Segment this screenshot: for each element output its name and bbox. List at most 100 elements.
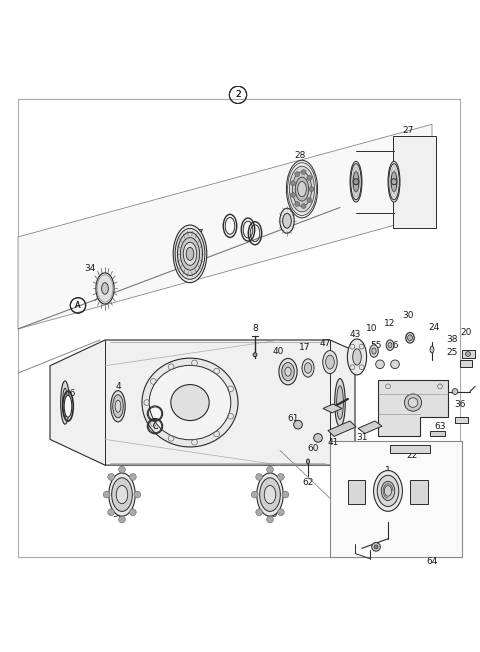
- Ellipse shape: [381, 481, 395, 501]
- Text: 5: 5: [333, 398, 339, 407]
- Ellipse shape: [142, 358, 238, 447]
- Text: A: A: [75, 301, 81, 310]
- Ellipse shape: [370, 345, 378, 357]
- Ellipse shape: [264, 486, 276, 504]
- Ellipse shape: [307, 459, 310, 464]
- Circle shape: [307, 198, 312, 203]
- Ellipse shape: [287, 160, 318, 218]
- Polygon shape: [18, 125, 432, 329]
- Text: 2: 2: [235, 91, 241, 99]
- Text: 2: 2: [235, 91, 241, 99]
- Ellipse shape: [64, 395, 72, 417]
- Ellipse shape: [391, 171, 397, 192]
- Text: B: B: [153, 409, 157, 418]
- Circle shape: [256, 473, 263, 481]
- Text: 10: 10: [366, 325, 378, 333]
- Text: C: C: [152, 422, 157, 430]
- Text: 26: 26: [64, 389, 76, 398]
- Ellipse shape: [373, 471, 402, 511]
- Ellipse shape: [186, 247, 194, 260]
- Ellipse shape: [283, 213, 291, 228]
- Polygon shape: [50, 340, 355, 465]
- Ellipse shape: [111, 391, 125, 422]
- Ellipse shape: [384, 486, 392, 496]
- Circle shape: [253, 353, 257, 357]
- Circle shape: [267, 466, 274, 473]
- Text: 28: 28: [294, 151, 306, 160]
- Circle shape: [108, 473, 115, 481]
- Text: 64: 64: [426, 557, 438, 566]
- Text: 41: 41: [327, 438, 339, 447]
- Ellipse shape: [304, 363, 312, 373]
- Ellipse shape: [178, 232, 203, 275]
- Circle shape: [108, 509, 115, 516]
- Circle shape: [277, 473, 284, 481]
- Ellipse shape: [279, 359, 297, 385]
- Circle shape: [252, 491, 258, 498]
- Ellipse shape: [430, 346, 434, 353]
- Circle shape: [277, 509, 284, 516]
- Ellipse shape: [115, 400, 121, 412]
- Circle shape: [103, 491, 110, 498]
- Text: 55: 55: [370, 340, 382, 349]
- Circle shape: [309, 186, 314, 192]
- Circle shape: [466, 351, 470, 357]
- Ellipse shape: [60, 381, 69, 424]
- Ellipse shape: [388, 161, 400, 202]
- Ellipse shape: [288, 162, 316, 215]
- Circle shape: [256, 509, 263, 516]
- Text: 59: 59: [112, 510, 124, 519]
- Text: 8: 8: [252, 325, 258, 333]
- Circle shape: [282, 491, 289, 498]
- Ellipse shape: [302, 359, 314, 377]
- Ellipse shape: [388, 342, 392, 348]
- Text: 36: 36: [454, 400, 466, 409]
- Ellipse shape: [323, 351, 337, 374]
- Circle shape: [307, 175, 312, 181]
- Polygon shape: [430, 430, 445, 436]
- Ellipse shape: [285, 367, 291, 376]
- Circle shape: [404, 394, 421, 411]
- Text: 47: 47: [319, 339, 331, 348]
- Ellipse shape: [257, 473, 283, 516]
- Text: C: C: [152, 422, 157, 430]
- Text: 56: 56: [387, 340, 399, 349]
- Text: 17: 17: [299, 343, 311, 352]
- Ellipse shape: [113, 394, 123, 418]
- Circle shape: [295, 201, 300, 207]
- Polygon shape: [323, 404, 342, 413]
- Text: 43: 43: [349, 331, 360, 339]
- Ellipse shape: [372, 348, 376, 354]
- Circle shape: [391, 179, 397, 185]
- Ellipse shape: [96, 273, 114, 304]
- Polygon shape: [348, 480, 365, 504]
- Circle shape: [130, 473, 136, 481]
- Circle shape: [290, 192, 295, 198]
- Text: 24: 24: [428, 323, 440, 332]
- Ellipse shape: [289, 166, 314, 212]
- Ellipse shape: [282, 363, 294, 381]
- Text: 22: 22: [407, 451, 418, 460]
- Circle shape: [294, 421, 302, 429]
- Text: 4: 4: [115, 382, 121, 391]
- Text: 12: 12: [384, 319, 396, 327]
- Ellipse shape: [386, 340, 394, 350]
- Circle shape: [119, 466, 125, 473]
- Text: 40: 40: [272, 346, 284, 355]
- Ellipse shape: [102, 283, 108, 294]
- Polygon shape: [462, 349, 475, 359]
- Ellipse shape: [353, 349, 361, 365]
- Ellipse shape: [377, 475, 399, 507]
- Ellipse shape: [173, 225, 207, 283]
- Text: 38: 38: [446, 336, 458, 344]
- Ellipse shape: [408, 335, 412, 340]
- Polygon shape: [358, 421, 382, 434]
- Text: 34: 34: [84, 264, 96, 273]
- Text: 37: 37: [192, 229, 204, 238]
- Ellipse shape: [180, 237, 200, 270]
- Circle shape: [452, 389, 458, 394]
- Circle shape: [295, 171, 300, 177]
- Ellipse shape: [295, 177, 309, 201]
- Text: 31: 31: [356, 434, 368, 443]
- Polygon shape: [330, 441, 462, 557]
